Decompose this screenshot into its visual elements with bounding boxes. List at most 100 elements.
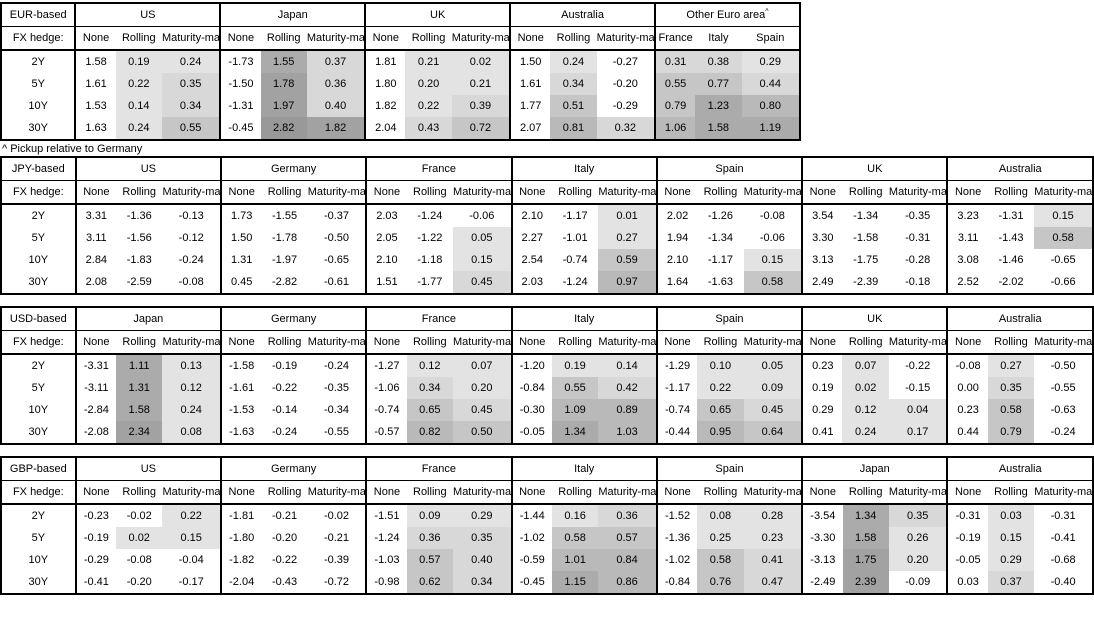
table-row: 2Y 1.58 0.19 0.24 -1.73 1.55 0.37 1.81 0.21 0.02 1… xyxy=(1,50,800,73)
column-header-maturity-matched: Maturity-matched xyxy=(453,480,512,505)
column-header-none: None xyxy=(946,330,988,355)
tenor-label: 30Y xyxy=(1,421,77,444)
column-header-none: None xyxy=(365,180,407,205)
column-header-none: None xyxy=(219,330,262,355)
value-cell: -1.24 xyxy=(406,204,454,227)
column-header-rolling: Rolling xyxy=(406,330,454,355)
value-cell: 2.49 xyxy=(801,271,843,294)
table-row: 10Y 1.53 0.14 0.34 -1.31 1.97 0.40 1.82 0.22 0.39… xyxy=(1,95,800,117)
value-cell: 0.27 xyxy=(598,227,657,249)
value-cell: 0.20 xyxy=(888,549,948,571)
column-header-maturity-matched: Maturity-matched xyxy=(451,26,511,51)
value-cell: -0.24 xyxy=(307,354,367,377)
column-header-rolling: Rolling xyxy=(697,330,744,355)
table-eur-based: EUR-based US Japan UK Australia Other Euro ar… xyxy=(0,2,801,141)
value-cell: 0.51 xyxy=(550,95,597,117)
value-cell: 0.45 xyxy=(743,399,803,421)
value-cell: 0.01 xyxy=(598,204,657,227)
value-cell: -0.74 xyxy=(551,249,599,271)
value-cell: 1.81 xyxy=(364,50,406,73)
column-header-none: None xyxy=(655,330,698,355)
fx-hedge-label: FX hedge: xyxy=(1,330,77,355)
value-cell: 1.51 xyxy=(365,271,407,294)
column-header-maturity-matched: Maturity-matched xyxy=(162,480,221,505)
value-cell: 0.35 xyxy=(888,504,948,527)
column-header-rolling: Rolling xyxy=(551,330,599,355)
value-cell: 1.50 xyxy=(509,50,551,73)
value-cell: 0.12 xyxy=(842,399,889,421)
value-cell: 0.19 xyxy=(801,377,843,399)
country-header-japan: Japan xyxy=(801,457,948,481)
country-header-italy: Italy xyxy=(510,457,657,481)
value-cell: 3.11 xyxy=(946,227,988,249)
value-cell: 1.82 xyxy=(306,117,366,140)
table-row: 10Y -2.84 1.58 0.24 -1.53 -0.14 -0.34 -0.74 0.65… xyxy=(1,399,1093,421)
value-cell: 3.23 xyxy=(946,204,988,227)
value-cell: 1.58 xyxy=(74,50,116,73)
value-cell: 1.34 xyxy=(551,421,599,444)
value-cell: 0.03 xyxy=(987,504,1035,527)
value-cell: -0.37 xyxy=(307,204,367,227)
tenor-label: 2Y xyxy=(1,204,77,227)
value-cell: 0.34 xyxy=(550,73,597,95)
value-cell: 2.34 xyxy=(116,421,163,444)
tenor-label: 10Y xyxy=(1,549,77,571)
value-cell: 0.24 xyxy=(162,399,221,421)
value-cell: 2.82 xyxy=(260,117,307,140)
header-row-countries: USD-based Japan Germany France Italy Spain UK A… xyxy=(1,307,1093,331)
value-cell: 0.15 xyxy=(453,249,512,271)
column-header-rolling: Rolling xyxy=(261,330,308,355)
value-cell: 0.65 xyxy=(406,399,454,421)
value-cell: 0.20 xyxy=(405,73,452,95)
fx-hedge-label: FX hedge: xyxy=(1,26,77,51)
tables-container: EUR-based US Japan UK Australia Other Euro ar… xyxy=(0,2,1094,595)
value-cell: -0.63 xyxy=(1034,399,1093,421)
column-header-maturity-matched: Maturity-matched xyxy=(1034,480,1093,505)
value-cell: -1.80 xyxy=(219,527,262,549)
value-cell: 1.19 xyxy=(741,117,800,140)
country-header-uk: UK xyxy=(364,3,511,27)
value-cell: 0.40 xyxy=(306,95,366,117)
value-cell: -1.61 xyxy=(219,377,262,399)
column-header-maturity-matched: Maturity-matched xyxy=(598,330,657,355)
country-header-australia: Australia xyxy=(509,3,655,27)
country-header-germany: Germany xyxy=(219,457,367,481)
country-header-uk: UK xyxy=(801,157,948,181)
value-cell: -0.74 xyxy=(655,399,698,421)
header-row-hedge-types: FX hedge:NoneRollingMaturity-matchedNone… xyxy=(1,180,1093,205)
value-cell: -0.05 xyxy=(946,549,988,571)
column-header-rolling: Rolling xyxy=(987,330,1035,355)
value-cell: -1.26 xyxy=(697,204,744,227)
value-cell: 0.34 xyxy=(406,377,454,399)
value-cell: -0.23 xyxy=(74,504,117,527)
value-cell: -1.63 xyxy=(219,421,262,444)
column-header-none: None xyxy=(801,480,843,505)
value-cell: -1.02 xyxy=(655,549,698,571)
value-cell: 0.58 xyxy=(551,527,599,549)
value-cell: -1.75 xyxy=(842,249,889,271)
value-cell: 0.35 xyxy=(453,527,512,549)
value-cell: 0.24 xyxy=(842,421,889,444)
value-cell: -1.06 xyxy=(365,377,407,399)
value-cell: 1.06 xyxy=(653,117,696,140)
value-cell: -0.43 xyxy=(261,571,308,594)
value-cell: 0.45 xyxy=(453,399,512,421)
value-cell: 1.73 xyxy=(219,204,262,227)
value-cell: -0.19 xyxy=(74,527,117,549)
value-cell: 1.34 xyxy=(842,504,889,527)
value-cell: 1.31 xyxy=(219,249,262,271)
value-cell: 2.84 xyxy=(74,249,117,271)
value-cell: -1.36 xyxy=(655,527,698,549)
table-row: 5Y -3.11 1.31 0.12 -1.61 -0.22 -0.35 -1.06 0.34 0… xyxy=(1,377,1093,399)
value-cell: -2.39 xyxy=(842,271,889,294)
value-cell: 0.55 xyxy=(653,73,696,95)
value-cell: -0.45 xyxy=(510,571,552,594)
value-cell: -1.17 xyxy=(697,249,744,271)
value-cell: -1.18 xyxy=(406,249,454,271)
table-row: 5Y 3.11 -1.56 -0.12 1.50 -1.78 -0.50 2.05 -1.22 0… xyxy=(1,227,1093,249)
column-header-maturity-matched: Maturity-matched xyxy=(307,330,367,355)
value-cell: 0.81 xyxy=(550,117,597,140)
value-cell: -2.04 xyxy=(219,571,262,594)
base-label-eur-based: EUR-based xyxy=(1,3,77,27)
value-cell: 0.24 xyxy=(550,50,597,73)
